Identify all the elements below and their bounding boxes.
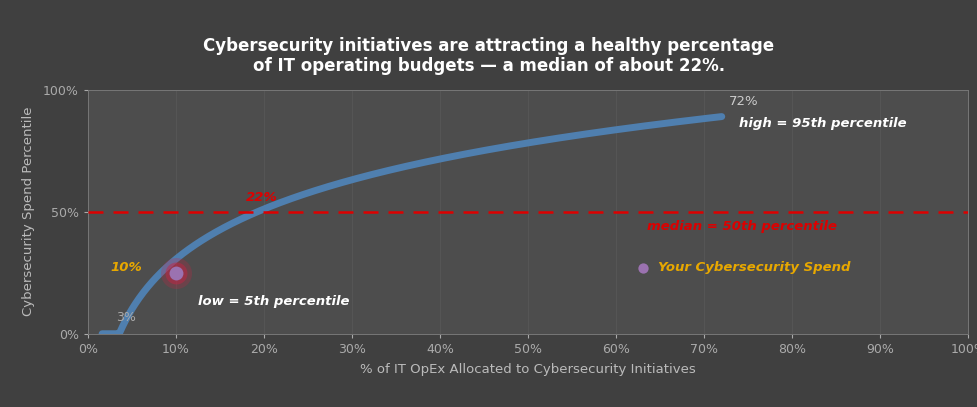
Y-axis label: Cybersecurity Spend Percentile: Cybersecurity Spend Percentile xyxy=(21,107,35,316)
Text: Your Cybersecurity Spend: Your Cybersecurity Spend xyxy=(658,261,850,274)
Text: 3%: 3% xyxy=(116,311,136,324)
X-axis label: % of IT OpEx Allocated to Cybersecurity Initiatives: % of IT OpEx Allocated to Cybersecurity … xyxy=(360,363,696,376)
Text: Cybersecurity initiatives are attracting a healthy percentage
of IT operating bu: Cybersecurity initiatives are attracting… xyxy=(203,37,774,75)
Point xyxy=(634,265,650,271)
Text: 72%: 72% xyxy=(728,95,757,108)
Point xyxy=(168,269,184,276)
Text: 22%: 22% xyxy=(245,191,277,204)
Point xyxy=(168,269,184,276)
Text: 10%: 10% xyxy=(110,261,143,274)
Text: low = 5th percentile: low = 5th percentile xyxy=(197,295,349,309)
Text: high = 95th percentile: high = 95th percentile xyxy=(739,117,906,130)
Point xyxy=(168,269,184,276)
Text: median = 50th percentile: median = 50th percentile xyxy=(647,220,836,233)
